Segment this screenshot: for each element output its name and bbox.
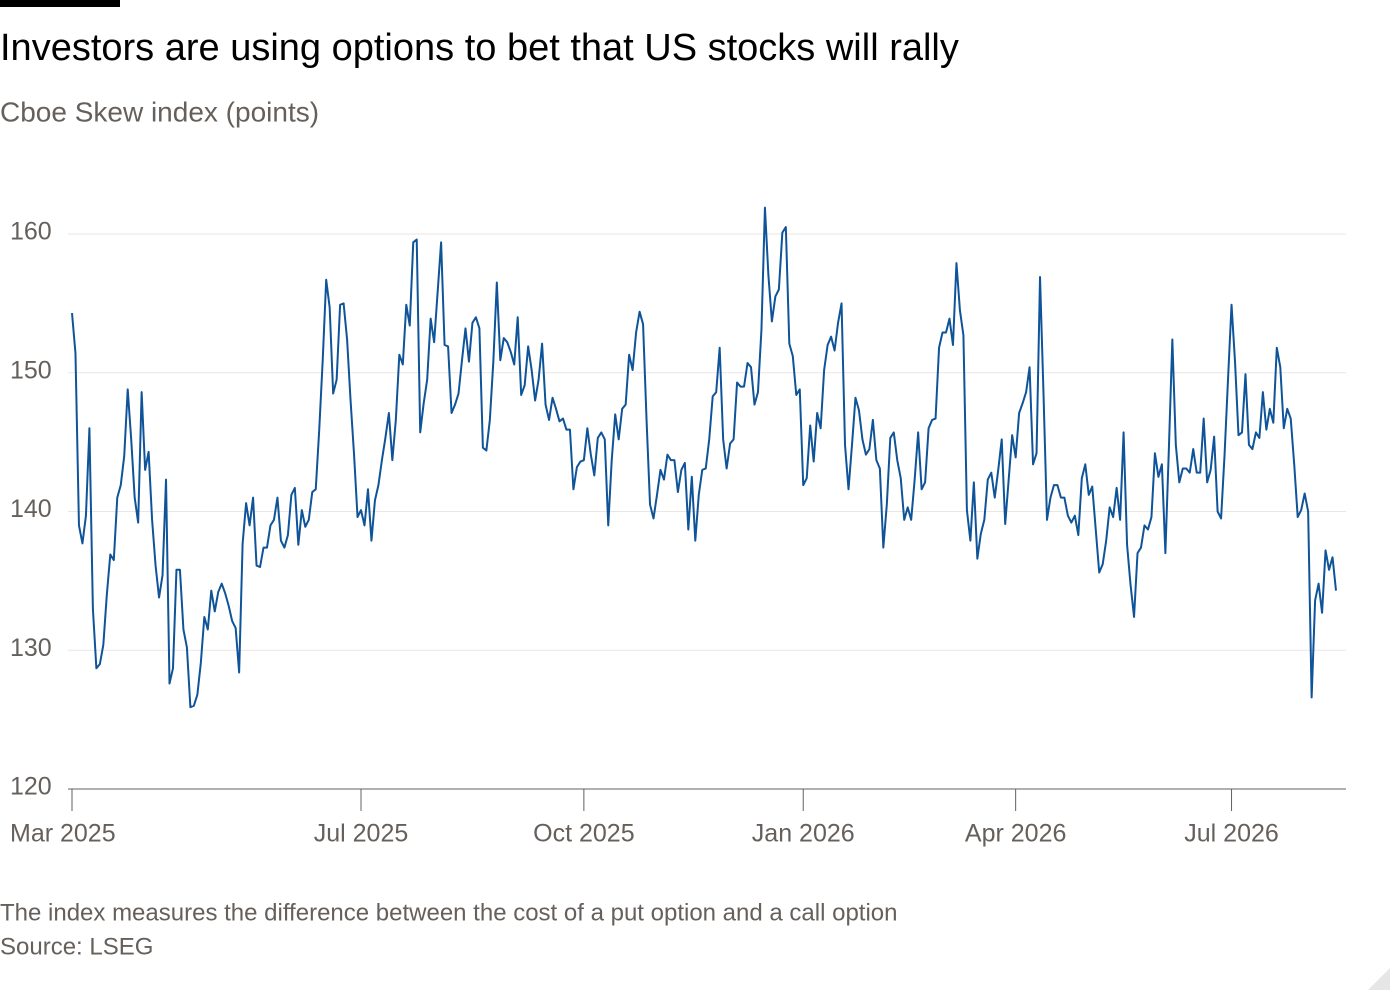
x-tick-label: Jul 2025 xyxy=(314,820,409,848)
x-tick-label: Oct 2025 xyxy=(533,820,634,848)
y-tick-label: 160 xyxy=(10,218,52,246)
x-tick-label: Mar 2025 xyxy=(10,820,116,848)
chart-title: Investors are using options to bet that … xyxy=(0,27,959,69)
x-tick-label: Apr 2026 xyxy=(965,820,1066,848)
x-tick-label: Jul 2026 xyxy=(1184,820,1279,848)
x-tick-label: Jan 2026 xyxy=(752,820,855,848)
brand-bar xyxy=(0,0,120,7)
corner-mark xyxy=(1368,968,1390,990)
chart-subtitle: Cboe Skew index (points) xyxy=(0,96,319,127)
source: Source: LSEG xyxy=(0,933,153,960)
y-tick-label: 120 xyxy=(10,773,52,801)
footnote: The index measures the difference betwee… xyxy=(0,899,897,926)
y-tick-label: 150 xyxy=(10,356,52,384)
y-tick-label: 140 xyxy=(10,495,52,523)
line-series xyxy=(71,206,1337,709)
y-tick-label: 130 xyxy=(10,634,52,662)
